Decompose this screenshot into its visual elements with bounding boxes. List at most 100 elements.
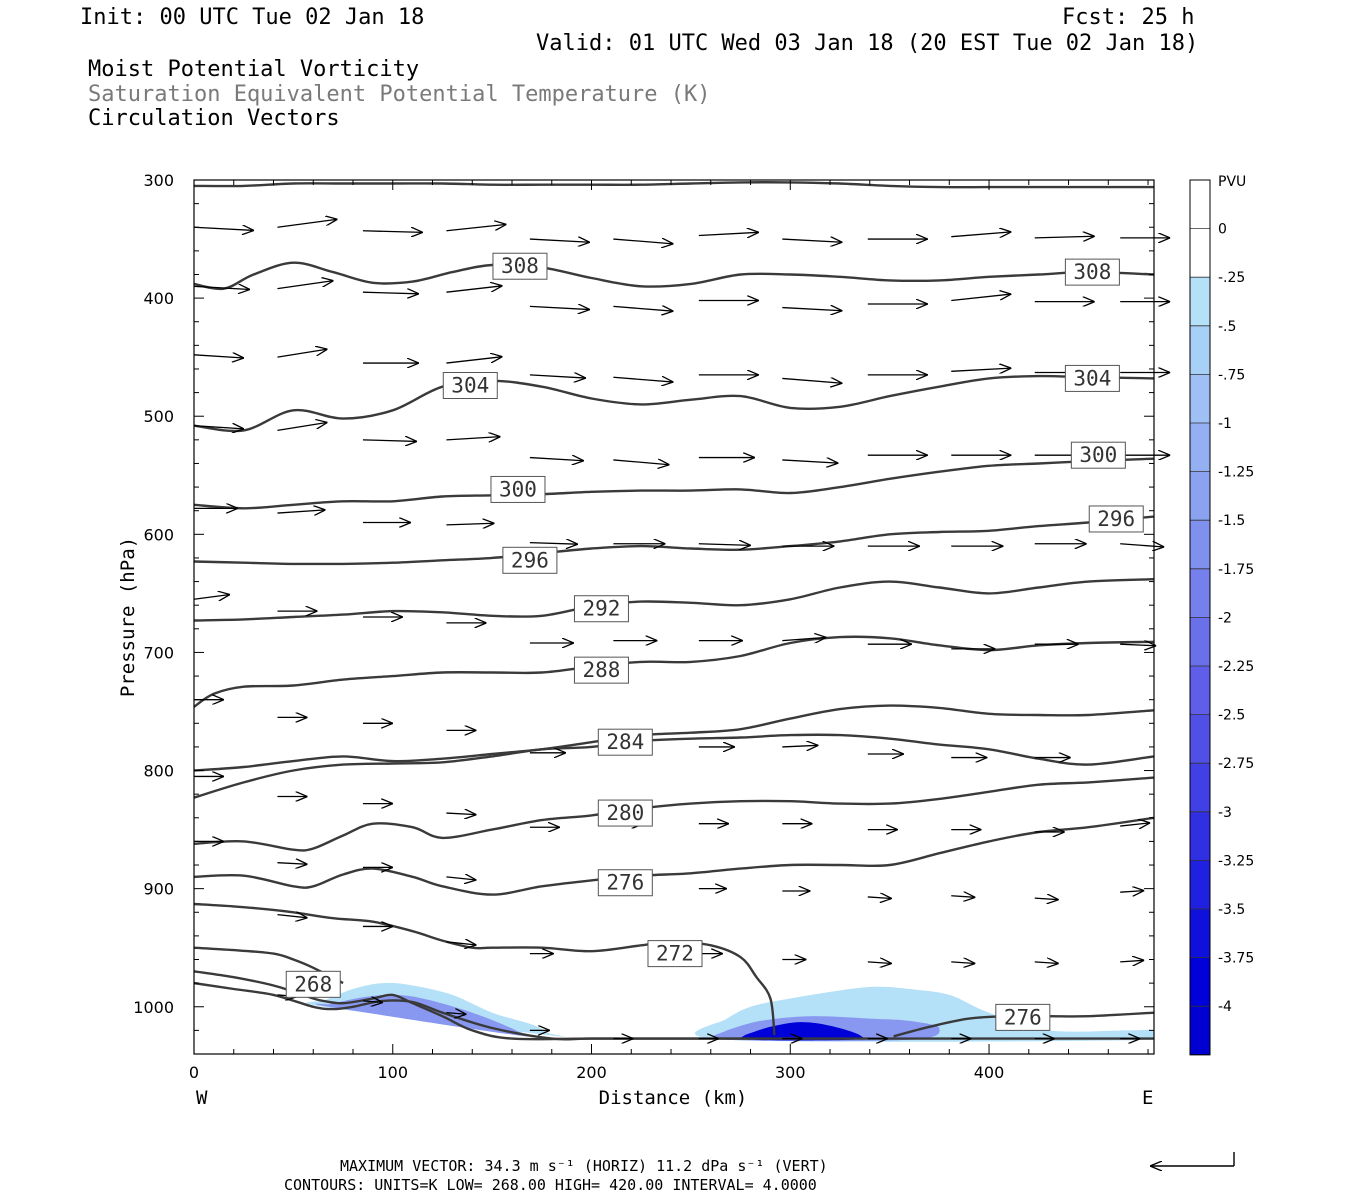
colorbar-label: -2.25 <box>1218 659 1254 675</box>
contour-label: 296 <box>1088 505 1144 533</box>
colorbar-bin <box>1190 1006 1210 1055</box>
circulation-vector <box>951 368 1011 371</box>
circulation-vector <box>277 219 337 228</box>
colorbar-frame <box>1189 179 1211 1056</box>
contour-label-text: 308 <box>1073 260 1111 284</box>
contour-label-text: 304 <box>1073 366 1111 390</box>
contour-label: 284 <box>597 728 653 756</box>
isentrope-line <box>194 515 1154 566</box>
circulation-vector <box>446 877 476 880</box>
contour-info: CONTOURS: UNITS=K LOW= 268.00 HIGH= 420.… <box>284 1176 817 1194</box>
circulation-vector <box>193 286 250 289</box>
circulation-vector <box>951 232 1011 237</box>
circulation-vector <box>193 227 254 230</box>
colorbar-label: -.25 <box>1218 270 1245 286</box>
contour-label: 300 <box>490 475 546 503</box>
circulation-vector <box>446 286 502 293</box>
contour-label: 292 <box>573 595 629 623</box>
contour-label-text: 272 <box>656 942 694 966</box>
isentrope-line <box>194 578 1154 622</box>
x-tick-label: 300 <box>775 1063 806 1082</box>
isentrope-line <box>194 181 1154 189</box>
y-tick-label: 700 <box>143 643 174 662</box>
circulation-vector <box>698 232 759 235</box>
circulation-vector <box>529 306 590 309</box>
x-tick-label: 400 <box>974 1063 1005 1082</box>
x-tick-label: 200 <box>576 1063 607 1082</box>
circulation-vector <box>362 440 417 442</box>
contour-labels: 308 308 304 304 300 300 296 296 292 288 284 280 276 2… <box>285 252 1144 1031</box>
contour-label-text: 276 <box>606 871 644 895</box>
circulation-vector <box>277 915 307 918</box>
circulation-vector <box>193 594 230 599</box>
colorbar-label: -1.75 <box>1218 562 1254 578</box>
circulation-vector <box>529 239 590 242</box>
circulation-vector <box>277 422 327 432</box>
x-axis: 0 100 200 300 400 <box>189 180 1149 1082</box>
colorbar-label: -2.5 <box>1218 708 1245 724</box>
circulation-vector <box>1120 823 1150 826</box>
circulation-vector <box>529 543 578 545</box>
colorbar-bin <box>1190 811 1210 861</box>
forecast-hour: Fcst: 25 h <box>1062 5 1194 30</box>
circulation-vector <box>1120 644 1156 646</box>
circulation-vector <box>362 292 419 294</box>
valid-time: Valid: 01 UTC Wed 03 Jan 18 (20 EST Tue … <box>536 31 1198 56</box>
y-tick-label: 600 <box>143 525 174 544</box>
circulation-vector <box>277 349 327 358</box>
y-axis: 300 400 500 600 700 800 900 1000 <box>133 171 1154 1031</box>
isentrope-line <box>194 733 1154 799</box>
colorbar-label: -2 <box>1218 610 1232 626</box>
circulation-vector <box>277 281 333 290</box>
colorbar-bin <box>1190 666 1210 715</box>
colorbar-label: -1.5 <box>1218 513 1245 529</box>
circulation-vector <box>698 544 751 546</box>
circulation-vector <box>782 745 818 747</box>
pv-region-mid <box>315 994 532 1037</box>
contour-label-text: 296 <box>511 548 549 572</box>
isentrope-line <box>194 261 1154 291</box>
circulation-vector <box>613 239 673 244</box>
circulation-vector <box>1120 544 1164 547</box>
pv-region-dark <box>741 1022 864 1041</box>
colorbar-label: -3 <box>1218 805 1232 821</box>
y-tick-label: 300 <box>143 171 174 190</box>
circulation-vector <box>951 896 975 898</box>
colorbar-bin <box>1190 423 1210 472</box>
contour-label: 280 <box>597 799 653 827</box>
plot-frame <box>193 179 1155 1055</box>
y-tick-label: 500 <box>143 407 174 426</box>
contour-label: 296 <box>502 546 558 574</box>
isentrope-line <box>194 981 1154 1041</box>
circulation-vector <box>782 239 842 242</box>
circulation-vector <box>782 378 842 383</box>
colorbar-label: -3.5 <box>1218 902 1245 918</box>
field-label-thetae: Saturation Equivalent Potential Temperat… <box>88 82 711 107</box>
east-label: E <box>1142 1087 1153 1109</box>
y-tick-label: 1000 <box>133 998 174 1017</box>
colorbar-bin <box>1190 957 1210 1007</box>
circulation-vector <box>1034 962 1059 964</box>
x-tick-label: 100 <box>377 1063 408 1082</box>
circulation-vector <box>193 426 244 429</box>
contour-label-text: 308 <box>501 254 539 278</box>
circulation-vector <box>867 897 892 899</box>
contour-label: 268 <box>285 970 341 998</box>
init-time: Init: 00 UTC Tue 02 Jan 18 <box>80 5 424 30</box>
circulation-vector <box>1034 236 1095 238</box>
colorbar-bin <box>1190 228 1210 278</box>
contour-label-text: 280 <box>606 801 644 825</box>
colorbar-bin <box>1190 617 1210 666</box>
circulation-vector <box>446 523 494 525</box>
circulation-vector <box>446 1013 466 1015</box>
colorbar-bin <box>1190 763 1210 812</box>
x-axis-title: Distance (km) <box>599 1087 748 1109</box>
isentrope-line <box>194 704 1154 772</box>
contour-label: 288 <box>573 656 629 684</box>
isentrope-line <box>194 374 1154 433</box>
contour-label: 308 <box>1064 258 1120 286</box>
max-vector-note: MAXIMUM VECTOR: 34.3 m s⁻¹ (HORIZ) 11.2 … <box>340 1157 828 1175</box>
circulation-vector <box>446 942 476 945</box>
colorbar-bin <box>1190 180 1210 229</box>
